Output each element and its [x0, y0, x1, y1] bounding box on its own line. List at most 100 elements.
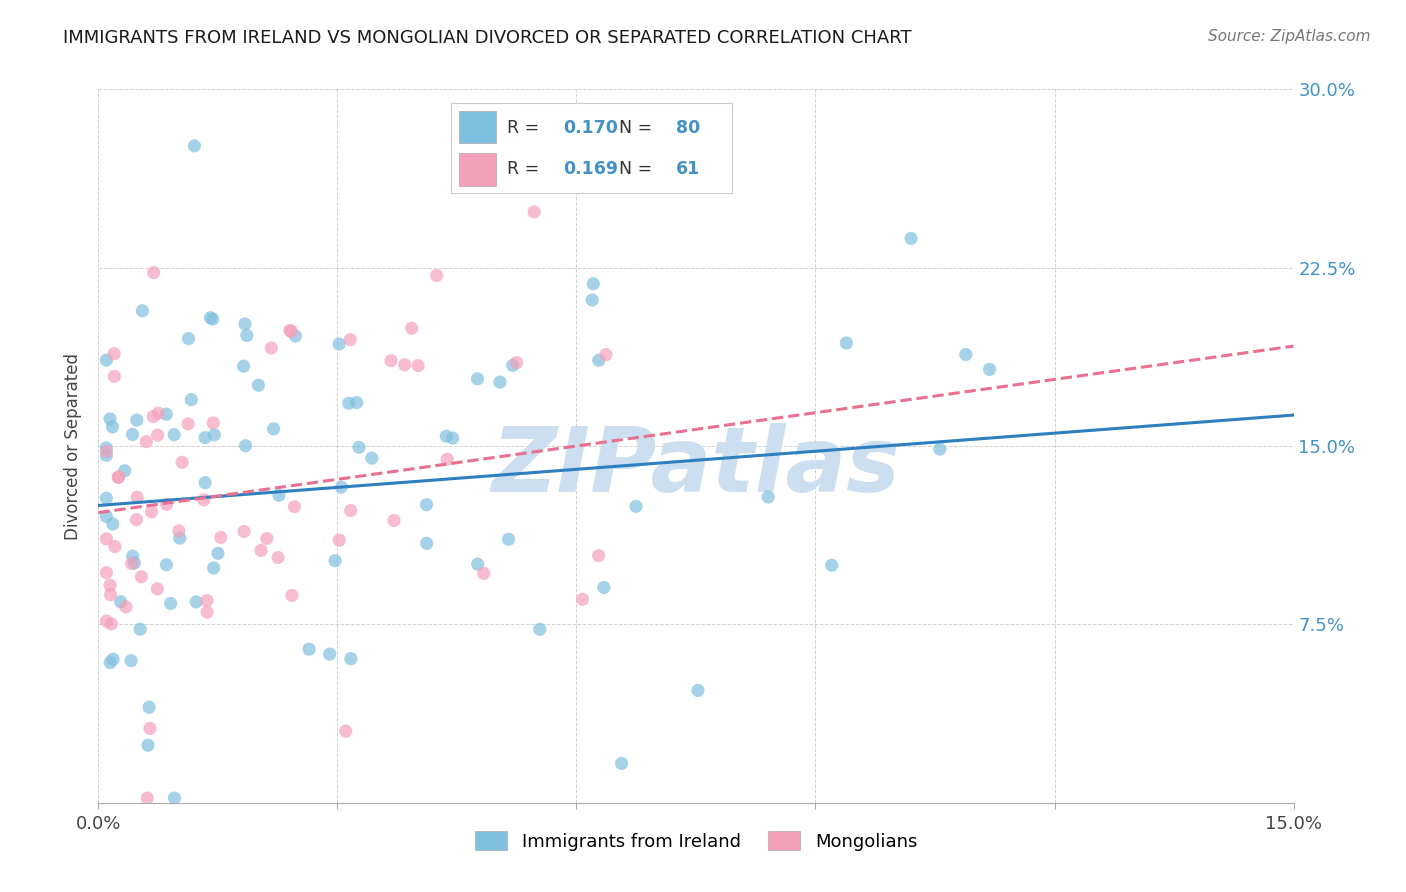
Point [835, 335, 858, 350]
Point [201, 312, 224, 326]
Point [129, 622, 152, 636]
Point [267, 550, 290, 565]
Point [280, 325, 302, 339]
Point [263, 422, 285, 436]
Point [139, 722, 162, 736]
Point [163, 427, 186, 442]
Point [233, 524, 256, 539]
Point [298, 642, 321, 657]
Point [434, 429, 457, 443]
Point [523, 205, 546, 219]
Point [821, 558, 844, 573]
Point [571, 592, 593, 607]
Point [595, 348, 617, 362]
Point [506, 356, 529, 370]
Point [247, 378, 270, 392]
Point [121, 549, 143, 564]
Point [202, 416, 225, 430]
Point [200, 310, 222, 325]
Point [96, 532, 118, 546]
Point [339, 333, 361, 347]
Point [142, 266, 165, 280]
Point [125, 413, 148, 427]
Point [100, 616, 122, 631]
Point [979, 362, 1001, 376]
Point [335, 724, 357, 739]
Point [209, 530, 232, 544]
Point [232, 359, 254, 374]
Point [103, 369, 125, 384]
Point [98, 578, 121, 592]
Point [136, 738, 159, 752]
Point [588, 549, 610, 563]
Point [146, 582, 169, 596]
Point [155, 558, 177, 572]
Point [337, 396, 360, 410]
Point [121, 427, 143, 442]
Point [155, 497, 177, 511]
Point [756, 490, 779, 504]
Point [120, 654, 142, 668]
Point [96, 614, 118, 628]
Point [284, 329, 307, 343]
Point [489, 375, 512, 389]
Point [135, 434, 157, 449]
Point [124, 556, 146, 570]
Point [928, 442, 950, 456]
Point [183, 139, 205, 153]
Point [415, 498, 437, 512]
Point [202, 427, 225, 442]
Point [406, 359, 429, 373]
Point [177, 417, 200, 431]
Point [159, 597, 181, 611]
Point [401, 321, 423, 335]
Legend: Immigrants from Ireland, Mongolians: Immigrants from Ireland, Mongolians [468, 824, 924, 858]
Point [194, 431, 217, 445]
Point [581, 293, 603, 307]
Point [441, 431, 464, 445]
Point [267, 488, 290, 502]
Point [115, 599, 138, 614]
Point [142, 409, 165, 424]
Point [131, 303, 153, 318]
Point [138, 700, 160, 714]
Point [104, 540, 127, 554]
Point [233, 317, 256, 331]
Point [96, 353, 118, 368]
Point [955, 347, 977, 361]
Point [529, 623, 551, 637]
Point [281, 588, 304, 602]
Point [330, 480, 353, 494]
Point [101, 652, 124, 666]
Point [121, 557, 143, 571]
Point [250, 543, 273, 558]
Point [96, 441, 118, 455]
Point [186, 595, 208, 609]
Point [339, 503, 361, 517]
Point [177, 332, 200, 346]
Point [103, 347, 125, 361]
Text: Source: ZipAtlas.com: Source: ZipAtlas.com [1208, 29, 1371, 44]
Point [380, 353, 402, 368]
Point [107, 470, 129, 484]
Point [436, 452, 458, 467]
Point [131, 570, 153, 584]
Point [900, 231, 922, 245]
Point [318, 647, 340, 661]
Point [167, 524, 190, 538]
Point [236, 328, 259, 343]
Point [110, 595, 132, 609]
Point [172, 455, 194, 469]
Text: IMMIGRANTS FROM IRELAND VS MONGOLIAN DIVORCED OR SEPARATED CORRELATION CHART: IMMIGRANTS FROM IRELAND VS MONGOLIAN DIV… [63, 29, 912, 46]
Point [101, 516, 124, 531]
Point [101, 420, 124, 434]
Point [328, 337, 350, 351]
Point [107, 470, 129, 484]
Point [415, 536, 437, 550]
Point [207, 546, 229, 560]
Point [98, 656, 121, 670]
Point [96, 448, 118, 462]
Point [593, 581, 616, 595]
Point [194, 475, 217, 490]
Point [96, 491, 118, 506]
